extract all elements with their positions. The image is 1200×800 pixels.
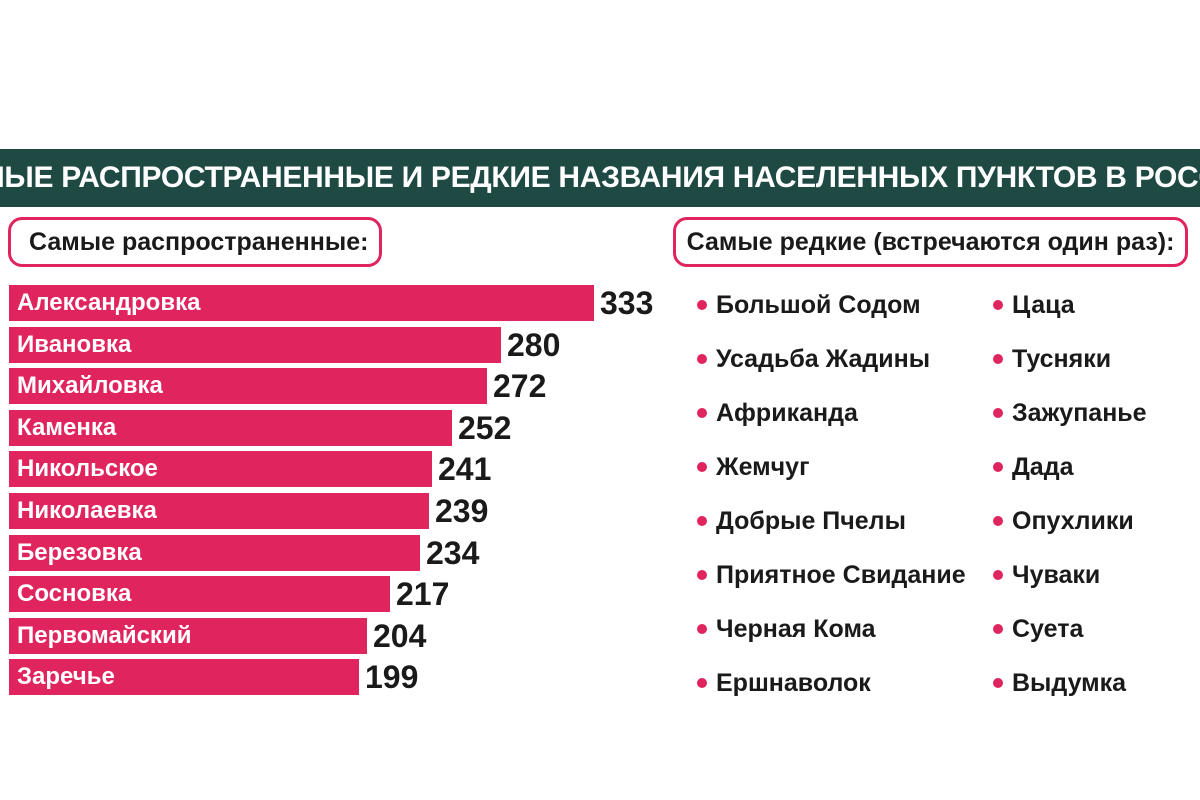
bullet-dot-icon (993, 570, 1003, 580)
chart-title: САМЫЕ РАСПРОСТРАНЕННЫЕ И РЕДКИЕ НАЗВАНИЯ… (0, 149, 1200, 207)
bar: Сосновка (9, 576, 390, 612)
bar: Заречье (9, 659, 359, 695)
bullet-dot-icon (993, 354, 1003, 364)
rare-name: Черная Кома (716, 614, 876, 643)
rare-name: Жемчуг (716, 452, 810, 481)
bar-label: Каменка (17, 414, 117, 441)
bar: Ивановка (9, 327, 501, 363)
rare-name: Суета (1012, 614, 1084, 643)
bar: Березовка (9, 535, 420, 571)
rare-list-right: Цаца Тусняки Зажупанье Дада Опухлики Чув… (993, 278, 1147, 710)
rare-item: Усадьба Жадины (697, 332, 966, 386)
bullet-dot-icon (697, 678, 707, 688)
rare-name: Цаца (1012, 290, 1075, 319)
rare-item: Ершнаволок (697, 656, 966, 710)
bar: Никольское (9, 451, 432, 487)
rare-name: Зажупанье (1012, 398, 1147, 427)
rare-item: Чуваки (993, 548, 1147, 602)
bullet-dot-icon (697, 624, 707, 634)
bar-value-label: 252 (458, 409, 512, 446)
bullet-dot-icon (993, 408, 1003, 418)
rare-list-left: Большой Содом Усадьба Жадины Африканда Ж… (697, 278, 966, 710)
bar-label: Ивановка (17, 331, 132, 358)
rare-item: Цаца (993, 278, 1147, 332)
rare-item: Суета (993, 602, 1147, 656)
rare-name: Большой Содом (716, 290, 921, 319)
bullet-dot-icon (993, 624, 1003, 634)
rare-item: Жемчуг (697, 440, 966, 494)
rare-item: Опухлики (993, 494, 1147, 548)
bar-value-label: 280 (507, 326, 561, 363)
bullet-dot-icon (993, 516, 1003, 526)
bar-label: Никольское (17, 455, 158, 482)
bar-value-label: 333 (600, 284, 654, 321)
rare-name: Приятное Свидание (716, 560, 966, 589)
bar-label: Николаевка (17, 497, 157, 524)
bullet-dot-icon (993, 678, 1003, 688)
common-header: Самые распространенные: (8, 217, 382, 267)
bar-value-label: 272 (493, 367, 547, 404)
bullet-dot-icon (993, 462, 1003, 472)
bar: Александровка (9, 285, 594, 321)
rare-item: Тусняки (993, 332, 1147, 386)
bullet-dot-icon (697, 570, 707, 580)
bar-value-label: 217 (396, 575, 450, 612)
rare-item: Черная Кома (697, 602, 966, 656)
bullet-dot-icon (697, 408, 707, 418)
bar-value-label: 241 (438, 450, 492, 487)
rare-item: Большой Содом (697, 278, 966, 332)
bar-label: Михайловка (17, 372, 163, 399)
bullet-dot-icon (697, 300, 707, 310)
rare-item: Дада (993, 440, 1147, 494)
rare-name: Ершнаволок (716, 668, 871, 697)
rare-name: Выдумка (1012, 668, 1127, 697)
rare-name: Дада (1012, 452, 1074, 481)
bar-value-label: 199 (365, 658, 419, 695)
bar: Михайловка (9, 368, 487, 404)
bar: Первомайский (9, 618, 367, 654)
bar-label: Березовка (17, 539, 142, 566)
bar-value-label: 234 (426, 534, 480, 571)
bar: Николаевка (9, 493, 429, 529)
rare-name: Африканда (716, 398, 858, 427)
bar: Каменка (9, 410, 452, 446)
rare-name: Добрые Пчелы (716, 506, 906, 535)
bullet-dot-icon (993, 300, 1003, 310)
rare-item: Добрые Пчелы (697, 494, 966, 548)
rare-name: Тусняки (1012, 344, 1112, 373)
bar-label: Александровка (17, 289, 201, 316)
bullet-dot-icon (697, 462, 707, 472)
rare-name: Усадьба Жадины (716, 344, 931, 373)
rare-item: Зажупанье (993, 386, 1147, 440)
bar-label: Первомайский (17, 622, 192, 649)
bullet-dot-icon (697, 354, 707, 364)
rare-header: Самые редкие (встречаются один раз): (673, 217, 1188, 267)
rare-item: Выдумка (993, 656, 1147, 710)
bar-value-label: 239 (435, 492, 489, 529)
bar-value-label: 204 (373, 617, 427, 654)
rare-item: Африканда (697, 386, 966, 440)
bar-label: Сосновка (17, 580, 132, 607)
rare-name: Опухлики (1012, 506, 1134, 535)
rare-name: Чуваки (1012, 560, 1101, 589)
rare-item: Приятное Свидание (697, 548, 966, 602)
bar-label: Заречье (17, 663, 115, 690)
bullet-dot-icon (697, 516, 707, 526)
